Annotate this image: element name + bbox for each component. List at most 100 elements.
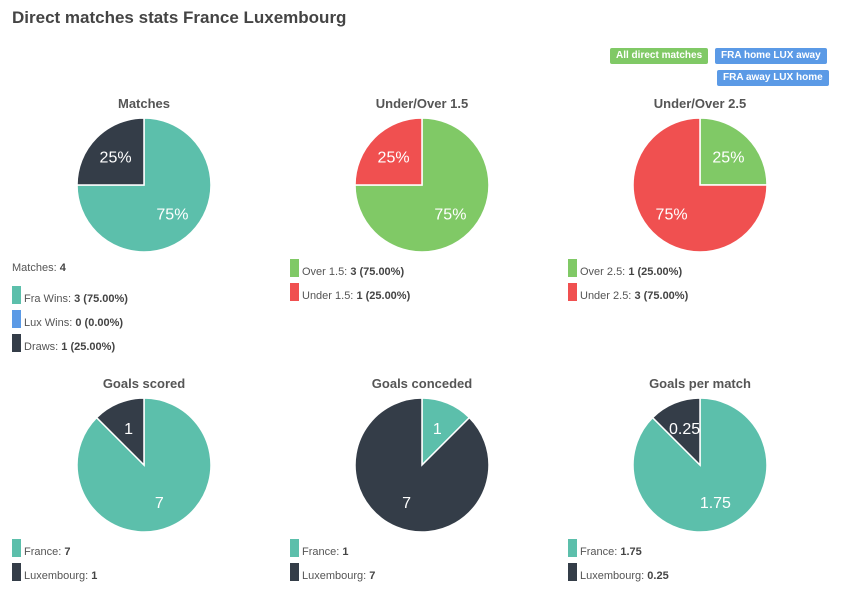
filter-all-direct-matches[interactable]: All direct matches bbox=[610, 48, 709, 64]
pie-label: 75% bbox=[156, 206, 188, 223]
legend: France: 1.75 Luxembourg: 0.25 bbox=[568, 539, 669, 587]
legend: Over 1.5: 3 (75.00%) Under 1.5: 1 (25.00%… bbox=[290, 259, 410, 307]
pie-label: 7 bbox=[402, 495, 411, 512]
legend-label: France: bbox=[580, 546, 618, 558]
pie-chart: 1.75 0.25 bbox=[632, 397, 768, 533]
legend-item: France: 7 bbox=[12, 539, 70, 563]
legend-value: 7 bbox=[369, 570, 376, 582]
pie-slice[interactable] bbox=[354, 117, 423, 186]
legend-value: 1 (25.00%) bbox=[356, 290, 411, 302]
legend-item: Luxembourg: 7 bbox=[290, 563, 375, 587]
legend-value: 3 (75.00%) bbox=[350, 266, 405, 278]
legend-item: France: 1.75 bbox=[568, 539, 642, 563]
legend-swatch bbox=[290, 283, 299, 301]
chart-title: Goals per match bbox=[649, 376, 751, 391]
legend-swatch bbox=[568, 539, 577, 557]
legend-label: Under 1.5: bbox=[302, 290, 354, 302]
pie-label: 75% bbox=[434, 206, 466, 223]
legend: France: 1 Luxembourg: 7 bbox=[290, 539, 375, 587]
legend-label: Over 1.5: bbox=[302, 266, 348, 278]
pie-slice[interactable] bbox=[699, 117, 768, 186]
legend-label: Under 2.5: bbox=[580, 290, 632, 302]
legend-label: France: bbox=[24, 546, 62, 558]
pie-label: 1.75 bbox=[700, 495, 731, 512]
legend-label: Fra Wins: bbox=[24, 293, 72, 305]
filter-fra-home-lux-away[interactable]: FRA home LUX away bbox=[715, 48, 827, 64]
pie-slice[interactable] bbox=[632, 117, 768, 253]
legend-item: Draws: 1 (25.00%) bbox=[12, 334, 115, 358]
legend-label: Lux Wins: bbox=[24, 317, 73, 329]
legend: Matches: 4 Fra Wins: 3 (75.00%) Lux Wins: … bbox=[12, 262, 128, 358]
pie-slice[interactable] bbox=[76, 397, 212, 533]
legend-swatch bbox=[12, 539, 21, 557]
chart-title: Goals conceded bbox=[371, 376, 473, 391]
legend-header: Matches: 4 bbox=[12, 262, 66, 286]
legend-swatch bbox=[290, 539, 299, 557]
pie-label: 25% bbox=[378, 150, 410, 167]
pie-slice[interactable] bbox=[95, 397, 145, 467]
pie-chart: 71 bbox=[76, 397, 212, 533]
legend-header-label: Matches: bbox=[12, 262, 57, 274]
pie-label: 7 bbox=[155, 495, 164, 512]
legend: France: 7 Luxembourg: 1 bbox=[12, 539, 97, 587]
pie-chart: 75% 25% bbox=[354, 117, 490, 253]
legend-label: France: bbox=[302, 546, 340, 558]
pie-label: 75% bbox=[656, 206, 688, 223]
pie-label: 1 bbox=[124, 421, 133, 438]
legend-label: Luxembourg: bbox=[580, 570, 645, 582]
legend-swatch bbox=[568, 563, 577, 581]
legend-item: Lux Wins: 0 (0.00%) bbox=[12, 310, 123, 334]
legend-swatch bbox=[12, 334, 21, 352]
legend-item: Over 2.5: 1 (25.00%) bbox=[568, 259, 682, 283]
pie-slice[interactable] bbox=[354, 117, 490, 253]
legend-value: 1 bbox=[342, 546, 349, 558]
legend-item: Over 1.5: 3 (75.00%) bbox=[290, 259, 404, 283]
legend-label: Draws: bbox=[24, 341, 59, 353]
legend-item: Luxembourg: 1 bbox=[12, 563, 97, 587]
legend-value: 1.75 bbox=[620, 546, 642, 558]
legend-swatch bbox=[568, 283, 577, 301]
pie-chart: 17 bbox=[354, 397, 490, 533]
pie-label: 0.25 bbox=[669, 421, 700, 438]
pie-label: 1 bbox=[433, 421, 442, 438]
legend-value: 0 (0.00%) bbox=[75, 317, 124, 329]
pie-slice[interactable] bbox=[76, 117, 145, 186]
chart-title: Under/Over 2.5 bbox=[653, 96, 747, 111]
pie-slice[interactable] bbox=[354, 397, 490, 533]
legend-value: 7 bbox=[64, 546, 71, 558]
filter-fra-away-lux-home[interactable]: FRA away LUX home bbox=[717, 70, 829, 86]
legend-header-value: 4 bbox=[59, 262, 66, 274]
legend-swatch bbox=[290, 563, 299, 581]
legend-label: Luxembourg: bbox=[24, 570, 89, 582]
legend-value: 1 (25.00%) bbox=[628, 266, 683, 278]
legend-value: 1 bbox=[91, 570, 98, 582]
legend-item: Under 2.5: 3 (75.00%) bbox=[568, 283, 688, 307]
pie-chart: 75% 25% bbox=[76, 117, 212, 253]
pie-slice[interactable] bbox=[651, 397, 701, 467]
chart-title: Goals scored bbox=[102, 376, 186, 391]
legend-swatch bbox=[290, 259, 299, 277]
legend-item: France: 1 bbox=[290, 539, 348, 563]
legend-item: Under 1.5: 1 (25.00%) bbox=[290, 283, 410, 307]
legend-value: 1 (25.00%) bbox=[61, 341, 116, 353]
legend-value: 3 (75.00%) bbox=[634, 290, 689, 302]
chart-title: Matches bbox=[117, 96, 171, 111]
legend-value: 3 (75.00%) bbox=[74, 293, 128, 305]
pie-label: 25% bbox=[712, 150, 744, 167]
legend-label: Over 2.5: bbox=[580, 266, 626, 278]
legend-label: Luxembourg: bbox=[302, 570, 367, 582]
page-title: Direct matches stats France Luxembourg bbox=[12, 8, 347, 27]
legend-swatch bbox=[568, 259, 577, 277]
pie-slice[interactable] bbox=[632, 397, 768, 533]
legend-item: Luxembourg: 0.25 bbox=[568, 563, 669, 587]
pie-chart: 25% 75% bbox=[632, 117, 768, 253]
legend: Over 2.5: 1 (25.00%) Under 2.5: 3 (75.00%… bbox=[568, 259, 688, 307]
chart-title: Under/Over 1.5 bbox=[375, 96, 469, 111]
legend-swatch bbox=[12, 563, 21, 581]
legend-swatch bbox=[12, 310, 21, 328]
pie-label: 25% bbox=[100, 150, 132, 167]
legend-item: Fra Wins: 3 (75.00%) bbox=[12, 286, 128, 310]
legend-value: 0.25 bbox=[647, 570, 669, 582]
legend-swatch bbox=[12, 286, 21, 304]
pie-slice[interactable] bbox=[76, 117, 212, 253]
